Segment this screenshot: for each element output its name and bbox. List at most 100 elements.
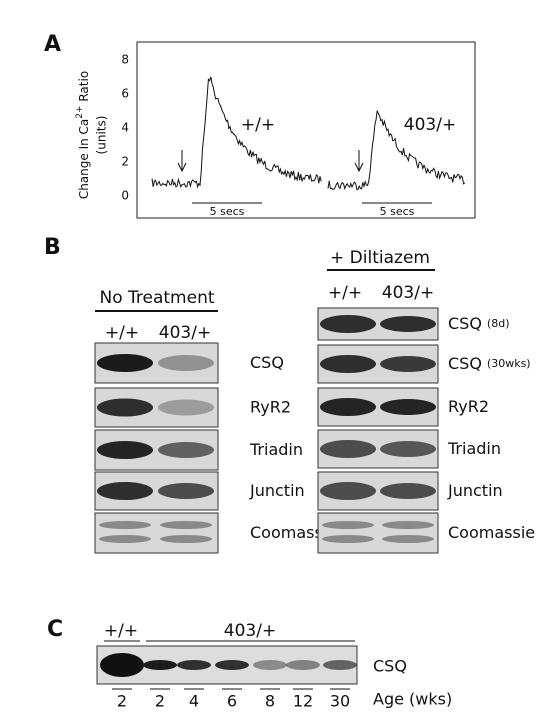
group-title: No Treatment (99, 288, 214, 308)
column-label: +/+ (328, 283, 362, 303)
row-name: RyR2 (250, 397, 291, 416)
y-tick-label: 0 (121, 189, 129, 203)
column-label: 403/+ (159, 323, 211, 343)
band (380, 356, 436, 372)
band (158, 355, 214, 371)
panel-label: C (47, 617, 63, 642)
group-title: + Diltiazem (330, 248, 430, 268)
arrow (354, 150, 364, 173)
lane-label: 30 (330, 692, 350, 711)
band (177, 660, 211, 670)
band (320, 482, 376, 500)
band (382, 535, 434, 543)
arrow (177, 150, 187, 173)
band (380, 483, 436, 499)
y-label-part: Ratio (77, 71, 91, 106)
band (382, 521, 434, 529)
band (97, 354, 153, 372)
band (253, 660, 287, 670)
row-name: CSQ (448, 314, 482, 333)
row-name: Coomassie (448, 523, 535, 542)
y-tick-label: 4 (121, 121, 129, 135)
band (380, 399, 436, 415)
plot-frame (136, 41, 476, 219)
band (158, 483, 214, 499)
y-tick-label: 8 (121, 53, 129, 67)
row-label: Junctin (249, 481, 305, 500)
band (215, 660, 249, 670)
trace-label: 403/+ (404, 115, 456, 135)
row-name: Coomassie (250, 523, 337, 542)
band (322, 535, 374, 543)
band (100, 653, 144, 677)
row-label: Triadin (447, 439, 501, 458)
band (323, 660, 357, 670)
row-label: Coomassie (448, 523, 535, 542)
column-label: 403/+ (382, 283, 434, 303)
lane-label: 6 (227, 692, 237, 711)
band (320, 398, 376, 416)
group-label: 403/+ (224, 621, 276, 641)
y-tick-label: 6 (121, 87, 129, 101)
lane-label: 12 (293, 692, 313, 711)
y-label-sup: 2+ (75, 105, 85, 118)
panel-label: B (44, 235, 61, 260)
row-name: CSQ (250, 353, 284, 372)
band (322, 521, 374, 529)
blot (94, 512, 219, 554)
band (97, 482, 153, 500)
y-ticks: 0 2 4 6 8 (121, 53, 129, 203)
row-label: Triadin (249, 440, 303, 459)
row-label: CSQ (250, 353, 284, 372)
y-axis-label: Change In Ca2+ Ratio (75, 71, 91, 199)
trace (151, 76, 322, 189)
row-label: CSQ (8d) (448, 314, 510, 333)
band (320, 440, 376, 458)
band (97, 398, 153, 417)
band (160, 535, 212, 543)
scale-bar-label: 5 secs (380, 205, 415, 218)
lane-label: 2 (155, 692, 165, 711)
scale-bar-label: 5 secs (210, 205, 245, 218)
group-label: +/+ (104, 621, 138, 641)
row-name: Junctin (249, 481, 305, 500)
row-name: Triadin (447, 439, 501, 458)
trace-label: +/+ (241, 115, 275, 135)
axis-label: Age (wks) (373, 690, 452, 709)
band-label: CSQ (373, 657, 407, 676)
band (99, 521, 151, 529)
row-name: Triadin (249, 440, 303, 459)
row-name: RyR2 (448, 397, 489, 416)
lane-label: 8 (265, 692, 275, 711)
band (160, 521, 212, 529)
band (380, 316, 436, 332)
row-label: Coomassie (250, 523, 337, 542)
y-label-part: Change In Ca (77, 119, 91, 199)
blot (317, 512, 439, 554)
band (99, 535, 151, 543)
trace (327, 110, 466, 191)
row-name: Junctin (447, 481, 503, 500)
band (158, 399, 214, 416)
row-label: RyR2 (250, 397, 291, 416)
band (143, 660, 177, 670)
band (320, 315, 376, 333)
row-note: (30wks) (487, 357, 531, 370)
y-tick-label: 2 (121, 155, 129, 169)
row-name: CSQ (448, 354, 482, 373)
band (158, 442, 214, 458)
row-label: RyR2 (448, 397, 489, 416)
lanes: 2 2 4 6 8 12 30 (100, 653, 357, 711)
band (320, 355, 376, 373)
row-note: (8d) (487, 317, 510, 330)
row-label: CSQ (30wks) (448, 354, 531, 373)
y-axis-unit: (units) (95, 116, 109, 155)
panel-label: A (44, 32, 61, 57)
row-label: Junctin (447, 481, 503, 500)
column-label: +/+ (105, 323, 139, 343)
band (380, 441, 436, 457)
band (286, 660, 320, 670)
lane-label: 4 (189, 692, 199, 711)
